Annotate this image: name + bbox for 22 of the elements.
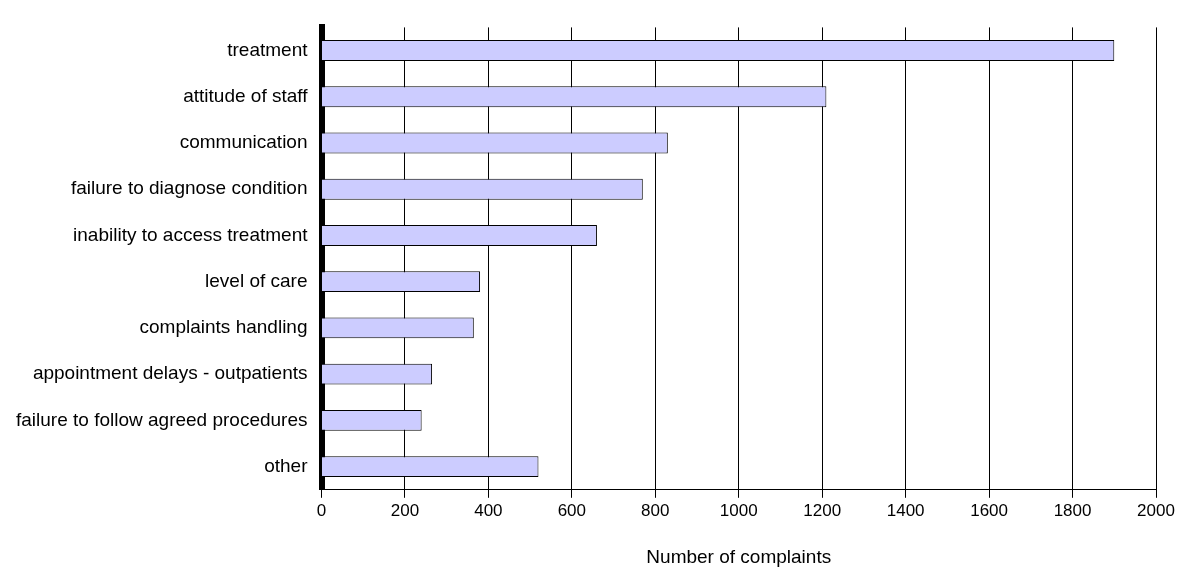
x-tick-label: 1400 [886,500,925,520]
y-tick-label: level of care [205,269,308,291]
x-tick-label: 1800 [1053,500,1092,520]
x-tick-label: 600 [557,500,587,520]
x-tick-label: 1200 [803,500,842,520]
y-tick-label: failure to follow agreed procedures [15,408,308,430]
y-tick-label: inability to access treatment [73,223,309,245]
y-tick-label: complaints handling [139,316,308,338]
y-tick-label: communication [179,131,308,153]
x-axis-title: Number of complaints [646,545,832,567]
x-tick-label: 200 [390,500,420,520]
x-tick-label: 1600 [970,500,1009,520]
x-tick-label: 400 [474,500,503,520]
x-tick-label: 1000 [719,500,758,520]
x-tick-label: 2000 [1137,500,1175,520]
x-tick-label: 800 [641,500,670,520]
x-tick-label: 0 [316,500,327,520]
y-tick-label: attitude of staff [183,84,309,106]
y-tick-label: treatment [227,38,309,60]
y-tick-label: appointment delays - outpatients [32,362,308,384]
y-tick-label: failure to diagnose condition [70,177,308,199]
y-tick-label: other [264,454,309,476]
